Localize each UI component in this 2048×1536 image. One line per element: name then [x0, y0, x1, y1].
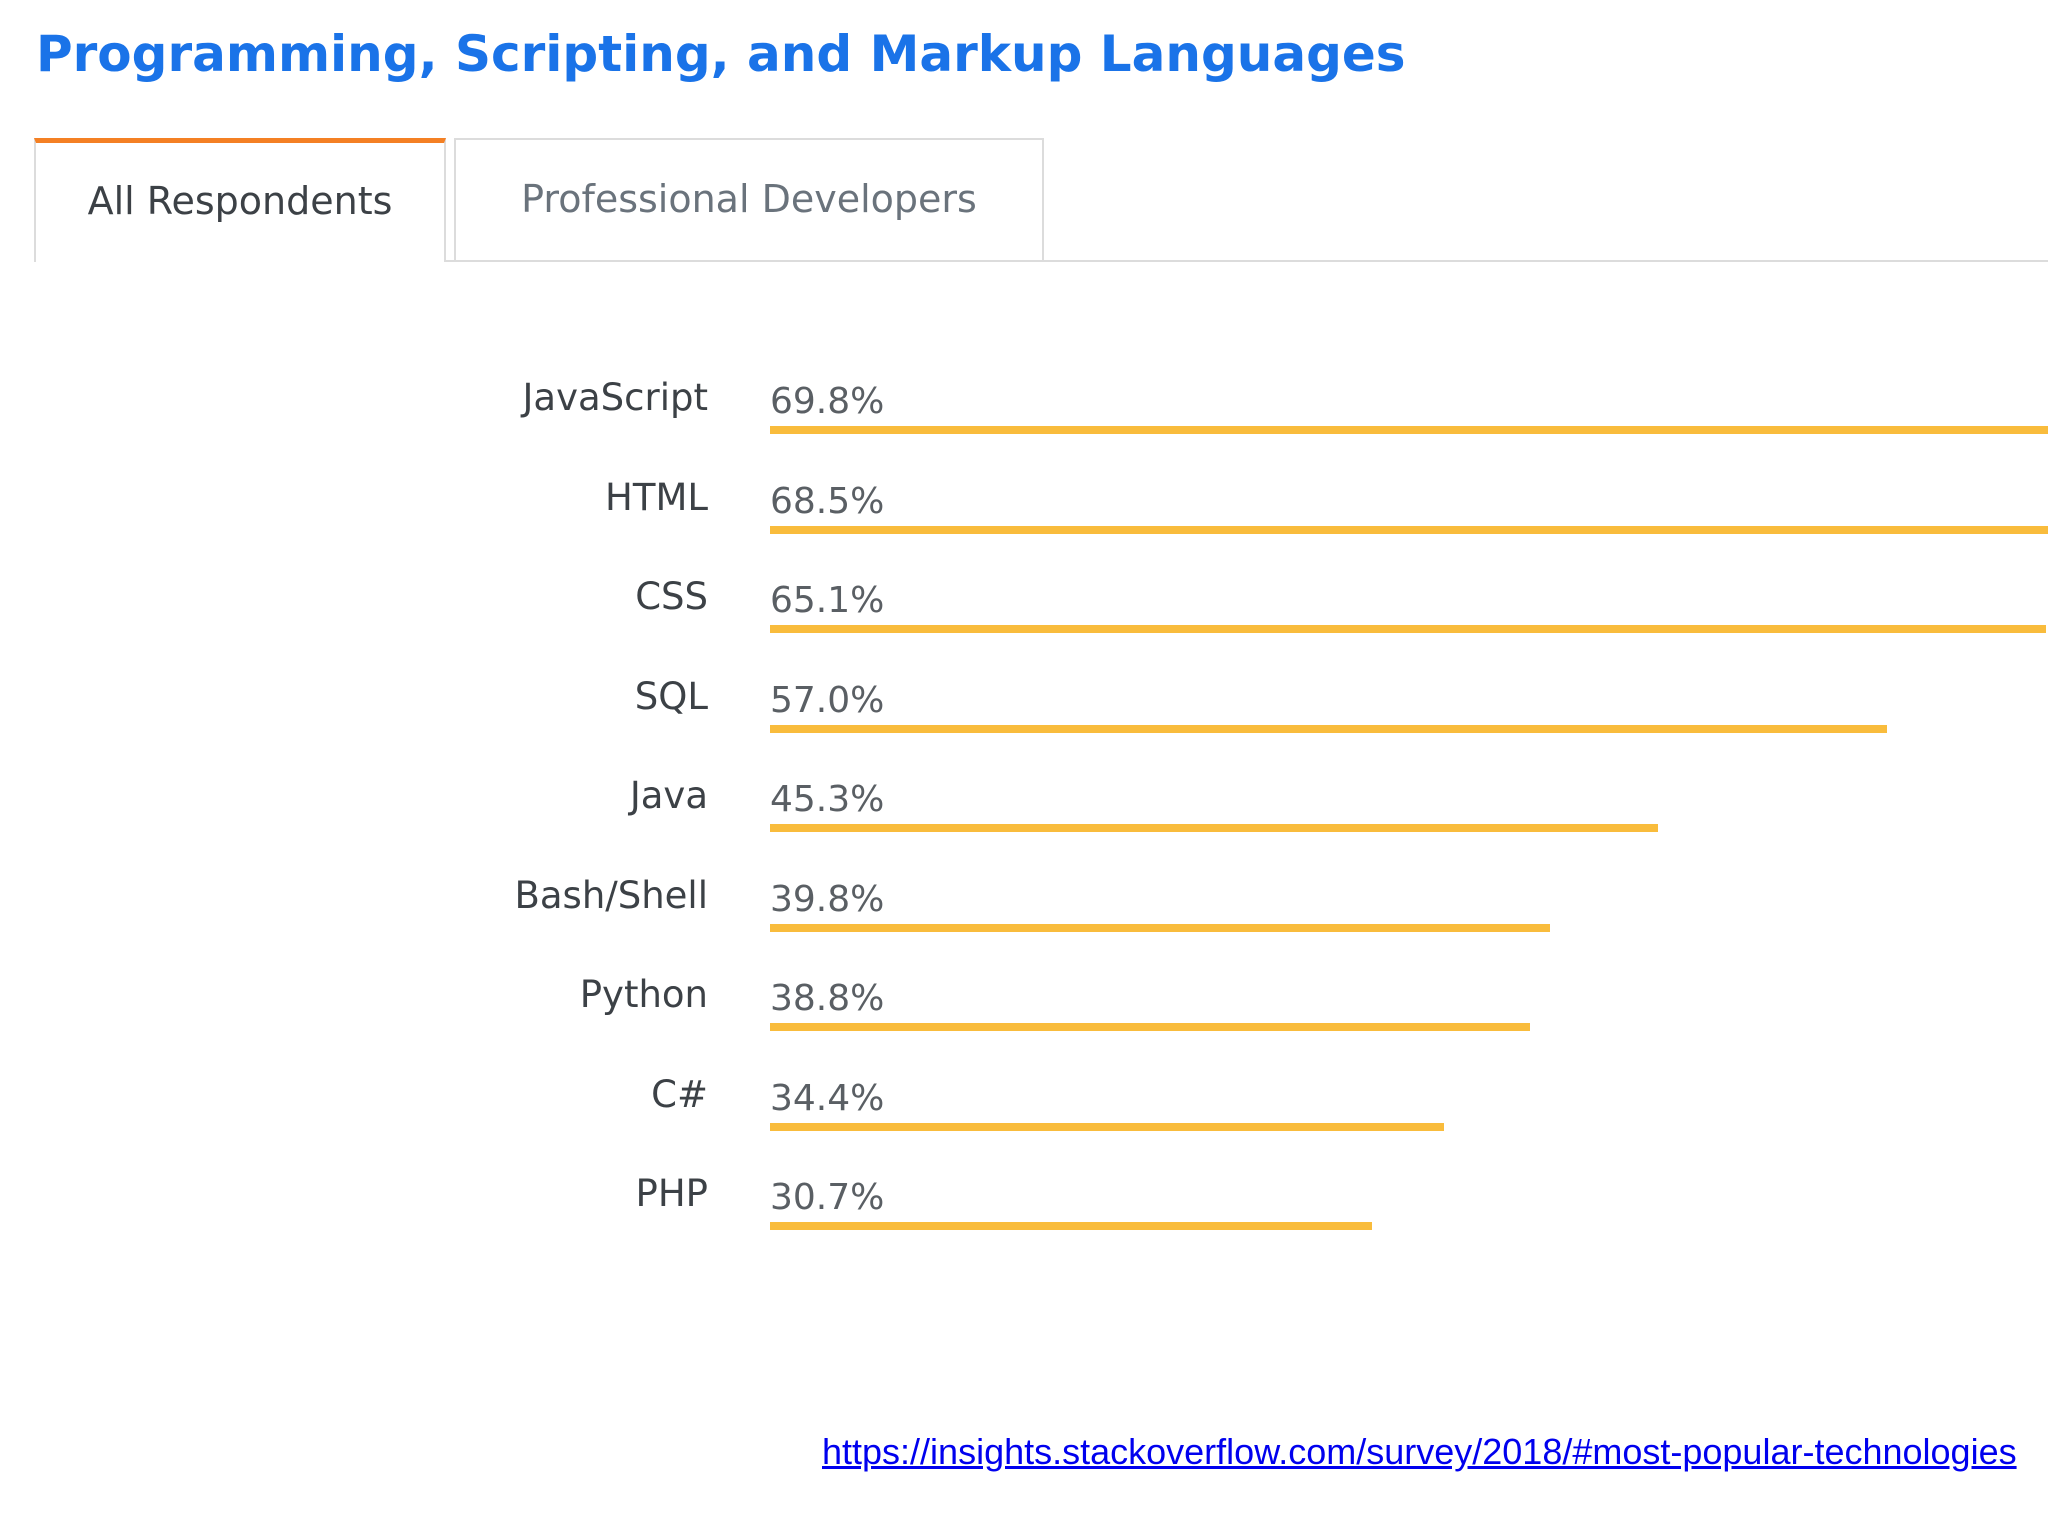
bar-category-label: C# — [651, 1072, 708, 1116]
bar-category-label: CSS — [635, 575, 708, 618]
bar-row: CSS 65.1% — [0, 575, 2048, 675]
bar — [770, 1222, 1372, 1230]
tab-all-respondents[interactable]: All Respondents — [34, 138, 446, 262]
bar-row: HTML 68.5% — [0, 476, 2048, 576]
bar-value-label: 69.8% — [770, 381, 885, 422]
bar-row: PHP 30.7% — [0, 1172, 2048, 1272]
bar-category-label: Bash/Shell — [514, 873, 708, 917]
bar-value-label: 39.8% — [770, 878, 885, 920]
tab-professional-developers[interactable]: Professional Developers — [454, 138, 1044, 260]
bar-row: Bash/Shell 39.8% — [0, 874, 2048, 974]
bar-category-label: Java — [629, 774, 708, 817]
bar-value-label: 38.8% — [770, 978, 885, 1019]
bar-category-label: PHP — [635, 1172, 708, 1215]
bar — [770, 824, 1658, 832]
bar — [770, 724, 1888, 733]
bar-row: JavaScript 69.8% — [0, 376, 2048, 476]
bar-value-label: 68.5% — [770, 480, 885, 522]
bar-value-label: 57.0% — [770, 679, 885, 721]
bar-value-label: 65.1% — [770, 580, 885, 621]
bar — [770, 525, 2048, 534]
bar-row: C# 34.4% — [0, 1073, 2048, 1173]
bar-category-label: JavaScript — [522, 376, 708, 419]
source-link[interactable]: https://insights.stackoverflow.com/surve… — [822, 1431, 2017, 1472]
bar — [770, 1023, 1531, 1031]
bar — [770, 625, 2046, 633]
bar-row: SQL 57.0% — [0, 675, 2048, 775]
bar — [770, 426, 2048, 434]
respondent-tabs: All Respondents Professional Developers — [34, 138, 2048, 262]
bar-row: Python 38.8% — [0, 973, 2048, 1073]
bar — [770, 923, 1551, 932]
bar-value-label: 30.7% — [770, 1177, 885, 1218]
page-title: Programming, Scripting, and Markup Langu… — [36, 25, 1406, 83]
tabs-divider — [34, 260, 2048, 262]
bar-row: Java 45.3% — [0, 774, 2048, 874]
bar-value-label: 34.4% — [770, 1077, 885, 1119]
bar-category-label: SQL — [634, 674, 708, 718]
bar-category-label: HTML — [605, 475, 708, 519]
bar-value-label: 45.3% — [770, 779, 885, 820]
bar — [770, 1122, 1445, 1131]
bar-category-label: Python — [579, 973, 708, 1016]
